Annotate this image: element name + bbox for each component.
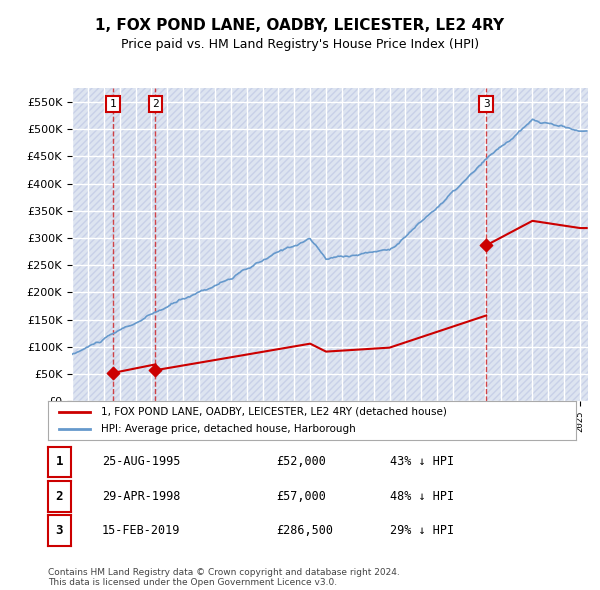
Text: 29-APR-1998: 29-APR-1998 (102, 490, 181, 503)
Text: 15-FEB-2019: 15-FEB-2019 (102, 524, 181, 537)
Text: 1: 1 (56, 455, 63, 468)
Text: 1, FOX POND LANE, OADBY, LEICESTER, LE2 4RY (detached house): 1, FOX POND LANE, OADBY, LEICESTER, LE2 … (101, 407, 446, 417)
Text: Price paid vs. HM Land Registry's House Price Index (HPI): Price paid vs. HM Land Registry's House … (121, 38, 479, 51)
Text: Contains HM Land Registry data © Crown copyright and database right 2024.
This d: Contains HM Land Registry data © Crown c… (48, 568, 400, 587)
Text: 43% ↓ HPI: 43% ↓ HPI (390, 455, 454, 468)
Text: 1, FOX POND LANE, OADBY, LEICESTER, LE2 4RY: 1, FOX POND LANE, OADBY, LEICESTER, LE2 … (95, 18, 505, 32)
Point (108, 368, 118, 378)
Point (481, 241, 491, 250)
Text: £286,500: £286,500 (276, 524, 333, 537)
Point (151, 365, 160, 375)
Text: 29% ↓ HPI: 29% ↓ HPI (390, 524, 454, 537)
Text: 2: 2 (56, 490, 63, 503)
Text: 1: 1 (110, 99, 116, 109)
Text: 3: 3 (56, 524, 63, 537)
Text: 2: 2 (152, 99, 159, 109)
Text: £57,000: £57,000 (276, 490, 326, 503)
Text: 25-AUG-1995: 25-AUG-1995 (102, 455, 181, 468)
Text: 3: 3 (483, 99, 490, 109)
Text: HPI: Average price, detached house, Harborough: HPI: Average price, detached house, Harb… (101, 424, 356, 434)
Text: 48% ↓ HPI: 48% ↓ HPI (390, 490, 454, 503)
Text: £52,000: £52,000 (276, 455, 326, 468)
